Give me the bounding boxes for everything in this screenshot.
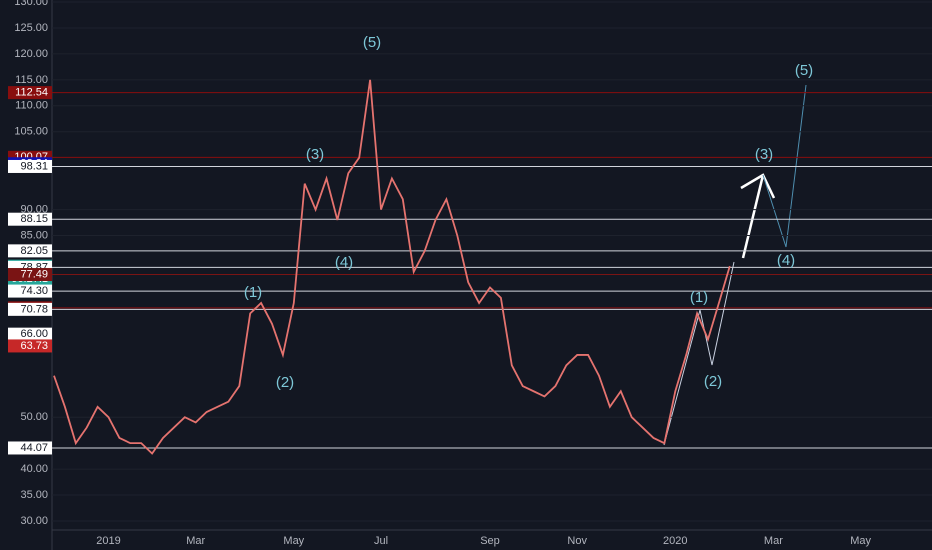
- x-tick-label: May: [283, 535, 304, 547]
- y-tick-label: 50.00: [20, 411, 48, 423]
- y-tick-label: 110.00: [15, 100, 48, 112]
- x-tick-label: May: [850, 535, 871, 547]
- price-line: [53, 79, 731, 455]
- x-tick-label: 2019: [96, 535, 120, 547]
- y-tick-label: 115.00: [15, 74, 48, 86]
- x-tick-label: Mar: [186, 535, 205, 547]
- wave-label: (1): [690, 289, 708, 306]
- price-label: 82.05: [20, 245, 48, 257]
- price-label: 112.54: [15, 87, 48, 99]
- wave-line: [663, 261, 735, 446]
- x-tick-label: Nov: [567, 535, 587, 547]
- price-label: 98.31: [20, 160, 48, 172]
- wave-label: (2): [276, 374, 294, 391]
- price-label: 77.49: [20, 268, 48, 280]
- wave-label: (4): [335, 254, 353, 271]
- y-tick-label: 130.00: [14, 0, 48, 8]
- price-label-box: [8, 159, 52, 173]
- y-tick-label: 35.00: [20, 489, 48, 501]
- price-label-box: [8, 327, 52, 341]
- wave-label: (3): [755, 146, 773, 163]
- wave-label: (1): [244, 284, 262, 301]
- x-tick-label: Mar: [764, 535, 783, 547]
- x-tick-label: Sep: [480, 535, 500, 547]
- price-label-box: [8, 268, 52, 282]
- price-label-box: [8, 212, 52, 226]
- y-tick-label: 85.00: [20, 229, 48, 241]
- price-label: 63.73: [20, 340, 48, 352]
- y-tick-label: 90.00: [20, 204, 48, 216]
- y-tick-label: 30.00: [20, 515, 48, 527]
- price-label-box: [8, 244, 52, 258]
- price-label: 88.15: [20, 213, 48, 225]
- wave-label: (5): [795, 62, 813, 79]
- wave-label: (2): [704, 373, 722, 390]
- price-label: 70.78: [20, 303, 48, 315]
- x-tick-label: Jul: [374, 535, 388, 547]
- projection-line: [762, 84, 807, 248]
- price-label-box: [8, 284, 52, 298]
- price-label-box: [8, 86, 52, 100]
- x-tick-label: 2020: [663, 535, 687, 547]
- wave-label: (3): [306, 146, 324, 163]
- price-label: 74.30: [20, 285, 48, 297]
- y-tick-label: 105.00: [14, 126, 48, 138]
- y-tick-label: 120.00: [14, 48, 48, 60]
- y-tick-label: 125.00: [14, 22, 48, 34]
- arrow: [741, 174, 765, 259]
- price-label-box: [8, 441, 52, 455]
- wave-label: (5): [363, 34, 381, 51]
- price-label: 44.07: [20, 442, 48, 454]
- price-label: 66.00: [20, 328, 48, 340]
- y-tick-label: 40.00: [20, 463, 48, 475]
- price-label-box: [8, 302, 52, 316]
- wave-label: (4): [777, 252, 795, 269]
- price-label-box: [8, 339, 52, 353]
